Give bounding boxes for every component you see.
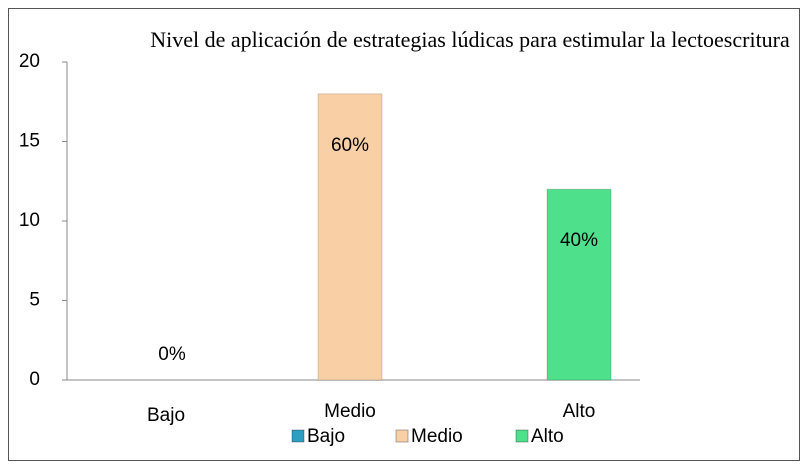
data-label: 40% bbox=[560, 230, 598, 251]
y-tick-label: 20 bbox=[19, 51, 40, 72]
bar bbox=[317, 93, 383, 381]
data-label: 60% bbox=[331, 135, 369, 156]
y-tick-label: 15 bbox=[19, 131, 40, 152]
chart-title: Nivel de aplicación de estrategias lúdic… bbox=[150, 27, 790, 52]
y-tick-label: 0 bbox=[29, 369, 40, 390]
legend-swatch bbox=[515, 429, 529, 443]
x-tick-label: Alto bbox=[563, 401, 596, 422]
y-tick-label: 5 bbox=[29, 290, 40, 311]
legend-swatch bbox=[291, 429, 305, 443]
data-label: 0% bbox=[158, 344, 186, 365]
bar bbox=[546, 188, 612, 381]
legend-swatch bbox=[395, 429, 409, 443]
x-tick-label: Bajo bbox=[147, 405, 185, 426]
y-tick-label: 10 bbox=[19, 210, 40, 231]
legend-label: Alto bbox=[531, 426, 564, 447]
legend-label: Bajo bbox=[307, 426, 345, 447]
chart-border bbox=[8, 8, 800, 461]
legend-label: Medio bbox=[411, 426, 463, 447]
x-tick-label: Medio bbox=[324, 401, 376, 422]
